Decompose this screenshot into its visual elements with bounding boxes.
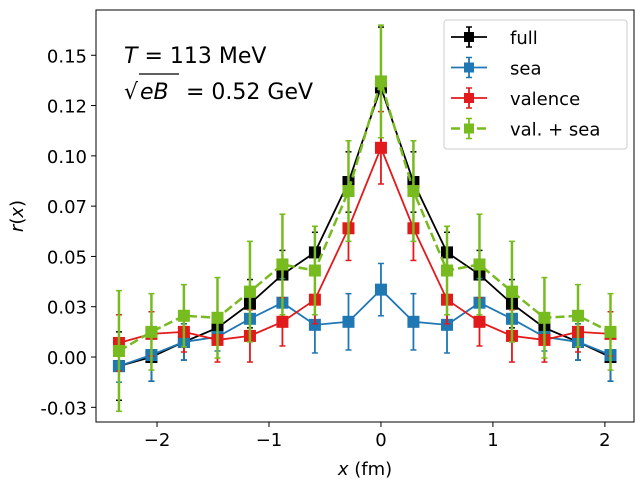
data-point [112,344,125,357]
data-point [407,315,420,328]
x-tick-label: 0 [375,430,386,451]
annotation-field-rhs: = 0.52 GeV [186,80,313,105]
annotation: T = 113 MeV √ eB = 0.52 GeV [124,44,313,105]
series-sea [112,262,617,383]
data-point [604,325,617,338]
legend-marker [464,93,474,103]
legend-label: valence [510,89,580,110]
data-point [505,285,518,298]
sqrt-symbol: √ [124,80,139,105]
data-point [441,318,454,331]
data-point [276,315,289,328]
x-axis-label: x (fm) [337,459,392,480]
data-point [342,315,355,328]
y-tick-label: -0.03 [40,398,87,419]
legend: full sea valence val. + sea [443,19,628,150]
x-tick-label: 1 [487,430,498,451]
legend-entry-sea: sea [451,56,541,80]
data-point [308,264,321,277]
y-tick-label: 0.03 [47,298,87,319]
data-point [473,258,486,271]
legend-label: val. + sea [510,120,600,141]
data-point [374,141,387,154]
y-tick-label: 0.15 [47,46,87,67]
x-axis-ticks: −2 −1 0 1 2 [144,422,611,451]
series-layer [112,24,617,413]
series-line [118,145,611,344]
data-point [441,264,454,277]
data-point [572,309,585,322]
data-point [145,325,158,338]
data-point [374,283,387,296]
data-point [308,318,321,331]
legend-marker [464,123,474,134]
legend-label: full [510,28,538,49]
data-point [407,185,420,198]
data-point [211,311,224,324]
data-point [374,75,387,88]
data-point [342,185,355,198]
legend-marker [464,32,474,42]
series-line [118,288,611,367]
y-tick-label: 0.10 [47,147,87,168]
legend-marker [464,62,474,73]
y-axis-label: r(x) [7,200,28,232]
x-tick-label: −2 [144,430,171,451]
y-tick-label: 0.12 [47,97,87,118]
data-point [276,258,289,271]
annotation-temperature: T = 113 MeV [124,44,266,69]
data-point [538,311,551,324]
x-tick-label: 2 [599,430,610,451]
y-tick-label: 0.05 [47,247,87,268]
y-tick-label: 0.07 [47,197,87,218]
data-point [177,309,190,322]
y-axis-ticks: -0.03 0.00 0.03 0.05 0.07 0.10 0.12 0.15 [40,46,96,419]
y-tick-label: 0.00 [47,348,87,369]
data-point [243,285,256,298]
legend-box [443,19,628,150]
legend-entry-full: full [451,26,538,49]
annotation-field-lhs: eB [140,80,169,105]
plot-frame [95,9,635,423]
legend-entry-val-sea: val. + sea [451,117,600,141]
annotation-field: √ eB = 0.52 GeV [124,73,313,105]
legend-entry-valence: valence [451,87,580,110]
data-point [473,315,486,328]
series-line [118,77,612,353]
series-val-sea [112,24,617,413]
legend-label: sea [510,59,541,80]
x-tick-label: −1 [256,430,283,451]
